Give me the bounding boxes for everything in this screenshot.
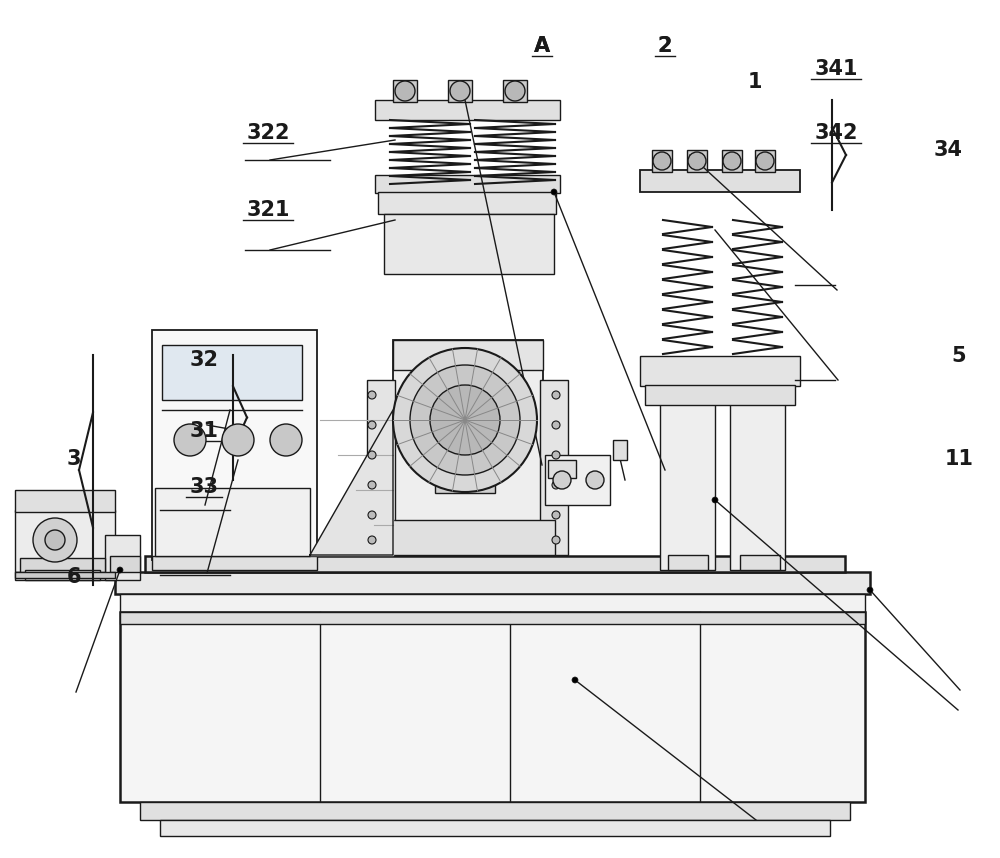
Circle shape	[368, 481, 376, 489]
Circle shape	[33, 518, 77, 562]
Text: 11: 11	[944, 449, 974, 469]
Text: 322: 322	[246, 123, 290, 143]
Circle shape	[395, 81, 415, 101]
Circle shape	[586, 471, 604, 489]
Bar	[660, 385, 715, 570]
Circle shape	[368, 536, 376, 544]
Text: 3: 3	[67, 449, 81, 469]
Bar	[613, 440, 627, 460]
Circle shape	[553, 471, 571, 489]
Bar	[25, 570, 100, 580]
Circle shape	[368, 391, 376, 399]
Text: 341: 341	[814, 58, 858, 79]
Circle shape	[552, 481, 560, 489]
Circle shape	[368, 451, 376, 459]
Bar	[367, 380, 395, 555]
Bar	[668, 555, 708, 570]
Bar	[115, 572, 870, 594]
Text: 342: 342	[814, 123, 858, 143]
Text: 6: 6	[67, 566, 81, 587]
Circle shape	[756, 152, 774, 170]
Text: 2: 2	[658, 36, 672, 57]
Bar	[140, 802, 850, 820]
Circle shape	[551, 189, 557, 195]
Bar	[435, 475, 495, 493]
Circle shape	[368, 421, 376, 429]
Bar	[687, 150, 707, 172]
Circle shape	[505, 81, 525, 101]
Text: 1: 1	[748, 71, 762, 92]
Text: 321: 321	[246, 200, 290, 221]
Bar	[730, 385, 785, 570]
Bar	[740, 555, 780, 570]
Bar	[380, 520, 555, 555]
Bar	[375, 100, 560, 120]
Bar	[15, 510, 115, 572]
Circle shape	[450, 81, 470, 101]
Circle shape	[723, 152, 741, 170]
Text: 2: 2	[658, 36, 672, 57]
Bar	[152, 330, 317, 560]
Bar	[120, 612, 865, 624]
Text: 33: 33	[190, 477, 218, 498]
Text: A: A	[534, 36, 550, 57]
Circle shape	[552, 511, 560, 519]
Circle shape	[552, 451, 560, 459]
Bar	[503, 80, 527, 102]
Circle shape	[688, 152, 706, 170]
Bar	[645, 385, 795, 405]
Bar	[110, 556, 140, 572]
Bar	[448, 80, 472, 102]
Circle shape	[552, 391, 560, 399]
Bar	[548, 460, 576, 478]
Bar	[640, 356, 800, 386]
Circle shape	[393, 348, 537, 492]
Bar	[375, 175, 560, 193]
Text: A: A	[534, 36, 550, 57]
Bar	[722, 150, 742, 172]
Text: 32: 32	[190, 350, 218, 371]
Circle shape	[174, 424, 206, 456]
Bar	[545, 455, 610, 505]
Bar	[393, 80, 417, 102]
Bar	[652, 150, 672, 172]
Text: 31: 31	[190, 420, 218, 441]
Circle shape	[552, 421, 560, 429]
Bar	[15, 490, 115, 512]
Bar	[384, 214, 554, 274]
Bar	[20, 558, 105, 572]
Bar	[160, 820, 830, 836]
Bar	[393, 340, 543, 555]
Bar	[540, 380, 568, 555]
Text: 5: 5	[952, 346, 966, 366]
Bar	[105, 535, 140, 580]
Bar	[120, 612, 865, 802]
Circle shape	[712, 497, 718, 503]
Circle shape	[222, 424, 254, 456]
Circle shape	[653, 152, 671, 170]
Bar	[15, 572, 115, 578]
Circle shape	[867, 587, 873, 593]
Text: 34: 34	[934, 140, 962, 160]
Bar	[155, 488, 310, 556]
Circle shape	[410, 365, 520, 475]
Bar	[15, 572, 115, 580]
Circle shape	[368, 511, 376, 519]
Bar	[755, 150, 775, 172]
Polygon shape	[310, 410, 393, 555]
Bar	[145, 556, 845, 572]
Circle shape	[430, 385, 500, 455]
Circle shape	[552, 536, 560, 544]
Bar	[162, 345, 302, 400]
Bar	[152, 556, 317, 570]
Circle shape	[117, 567, 123, 573]
Circle shape	[45, 530, 65, 550]
Circle shape	[572, 677, 578, 683]
Bar	[393, 340, 543, 370]
Bar	[120, 594, 865, 612]
Circle shape	[270, 424, 302, 456]
Bar	[640, 170, 800, 192]
Bar	[378, 192, 556, 214]
